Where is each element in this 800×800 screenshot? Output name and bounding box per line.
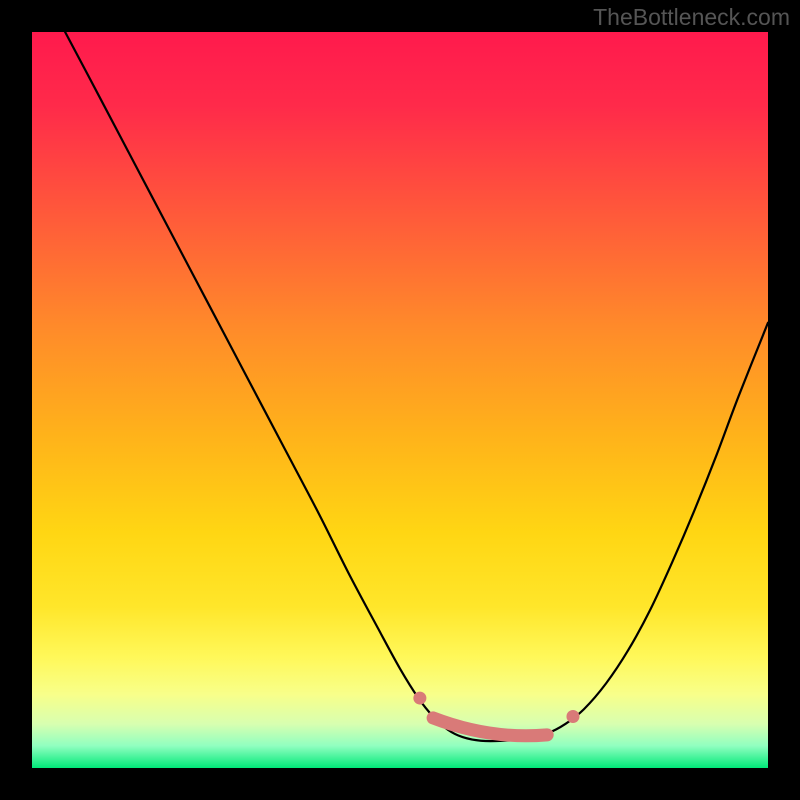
optimal-range-marker (433, 718, 547, 736)
optimal-range-dot-right (566, 710, 579, 723)
plot-area (32, 32, 768, 768)
bottleneck-curve (65, 32, 768, 741)
watermark-text: TheBottleneck.com (593, 4, 790, 31)
curve-layer (32, 32, 768, 768)
optimal-range-dot-left (413, 692, 426, 705)
